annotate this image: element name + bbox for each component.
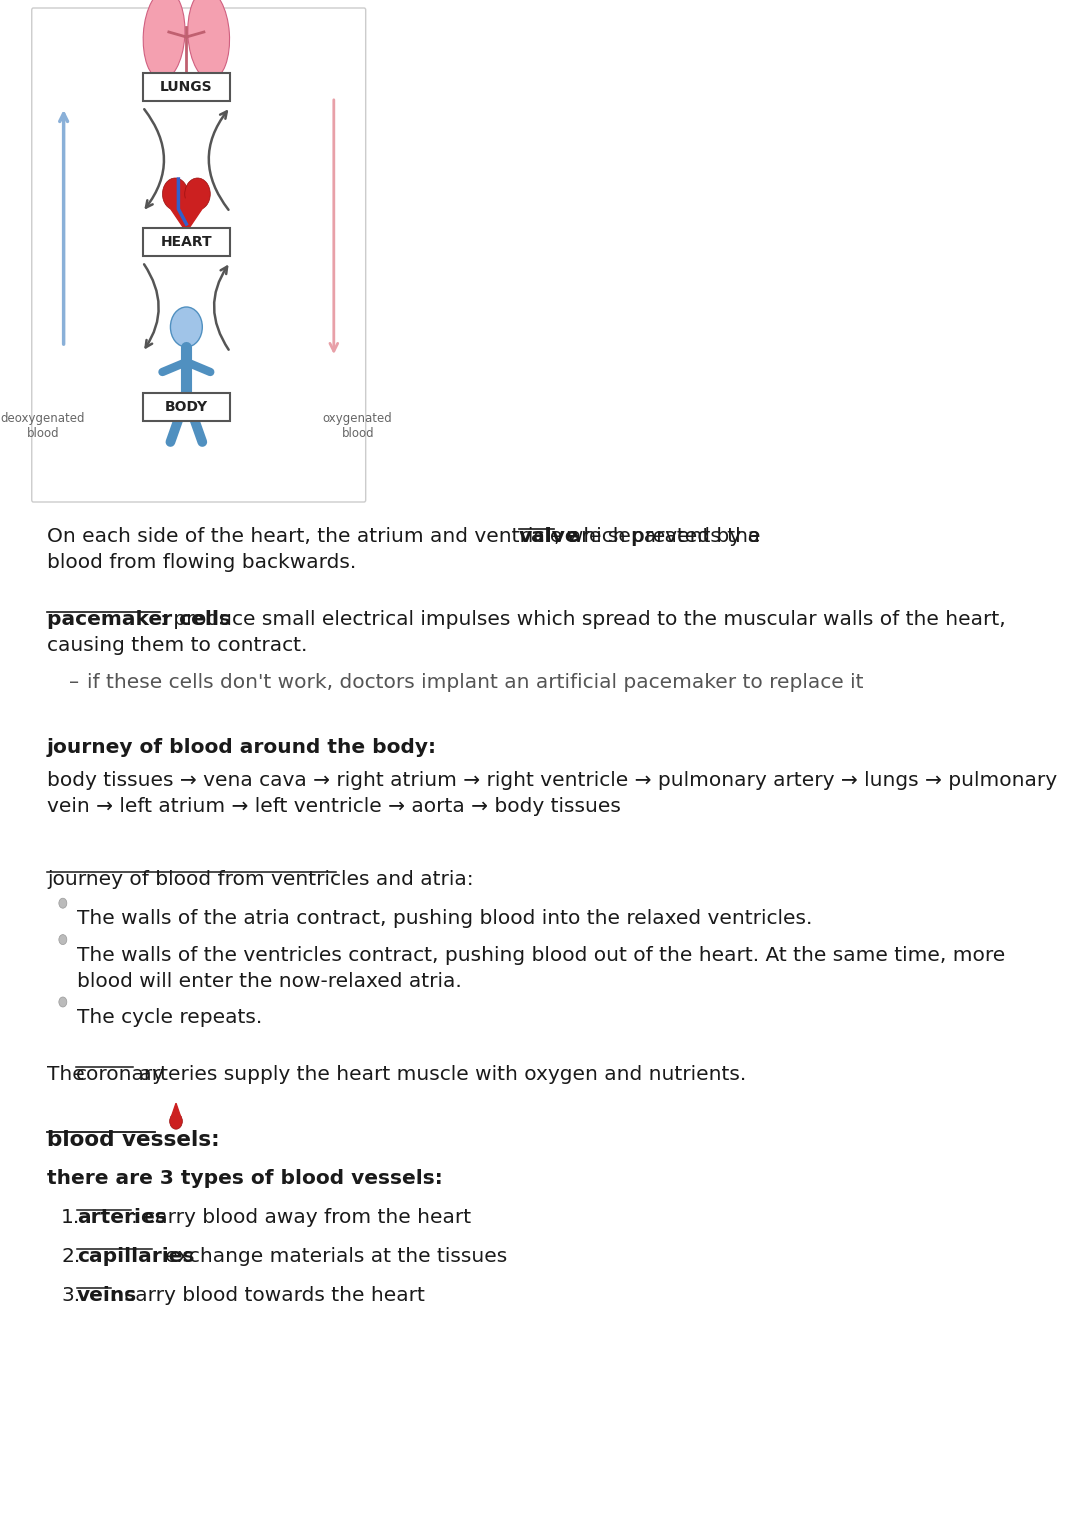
Text: The: The — [46, 1066, 91, 1084]
Text: oxygenated
blood: oxygenated blood — [323, 412, 393, 440]
Polygon shape — [172, 1102, 180, 1118]
Text: : produce small electrical impulses which spread to the muscular walls of the he: : produce small electrical impulses whic… — [160, 611, 1005, 629]
Circle shape — [58, 935, 67, 945]
Text: pacemaker cells: pacemaker cells — [46, 611, 231, 629]
FancyBboxPatch shape — [143, 228, 230, 257]
Text: 1.: 1. — [62, 1208, 81, 1228]
Text: 3.: 3. — [62, 1286, 80, 1306]
Text: journey of blood from ventricles and atria:: journey of blood from ventricles and atr… — [46, 870, 473, 889]
Text: capillaries: capillaries — [77, 1248, 194, 1266]
Text: deoxygenated
blood: deoxygenated blood — [1, 412, 85, 440]
Text: arteries: arteries — [77, 1208, 167, 1228]
Ellipse shape — [188, 0, 230, 79]
FancyBboxPatch shape — [143, 392, 230, 421]
Text: there are 3 types of blood vessels:: there are 3 types of blood vessels: — [46, 1170, 443, 1188]
Text: veins: veins — [77, 1286, 137, 1306]
Text: if these cells don't work, doctors implant an artificial pacemaker to replace it: if these cells don't work, doctors impla… — [86, 672, 863, 692]
FancyBboxPatch shape — [31, 8, 366, 502]
Text: The cycle repeats.: The cycle repeats. — [77, 1008, 262, 1028]
Text: blood vessels:: blood vessels: — [46, 1130, 219, 1150]
Circle shape — [58, 997, 67, 1006]
Circle shape — [185, 179, 211, 211]
Text: arteries supply the heart muscle with oxygen and nutrients.: arteries supply the heart muscle with ox… — [133, 1066, 746, 1084]
Text: : exchange materials at the tissues: : exchange materials at the tissues — [151, 1248, 507, 1266]
Text: journey of blood around the body:: journey of blood around the body: — [46, 738, 437, 756]
Text: LUNGS: LUNGS — [160, 79, 213, 95]
Text: valve: valve — [518, 527, 579, 547]
Text: body tissues → vena cava → right atrium → right ventricle → pulmonary artery → l: body tissues → vena cava → right atrium … — [46, 771, 1057, 791]
FancyBboxPatch shape — [143, 73, 230, 101]
Text: blood from flowing backwards.: blood from flowing backwards. — [46, 553, 356, 573]
Text: On each side of the heart, the atrium and ventricle are separated by a: On each side of the heart, the atrium an… — [46, 527, 766, 547]
Circle shape — [170, 1113, 183, 1128]
Text: HEART: HEART — [161, 235, 212, 249]
Text: , which prevents the: , which prevents the — [554, 527, 760, 547]
Text: vein → left atrium → left ventricle → aorta → body tissues: vein → left atrium → left ventricle → ao… — [46, 797, 621, 817]
Text: blood will enter the now-relaxed atria.: blood will enter the now-relaxed atria. — [77, 971, 462, 991]
Text: causing them to contract.: causing them to contract. — [46, 637, 308, 655]
Circle shape — [162, 179, 188, 211]
Text: The walls of the ventricles contract, pushing blood out of the heart. At the sam: The walls of the ventricles contract, pu… — [77, 945, 1005, 965]
Text: coronary: coronary — [76, 1066, 165, 1084]
Text: –: – — [69, 672, 79, 692]
Text: The walls of the atria contract, pushing blood into the relaxed ventricles.: The walls of the atria contract, pushing… — [77, 909, 812, 928]
Text: 2.: 2. — [62, 1248, 81, 1266]
Circle shape — [171, 307, 202, 347]
Polygon shape — [164, 199, 208, 232]
Text: BODY: BODY — [165, 400, 208, 414]
Text: : carry blood towards the heart: : carry blood towards the heart — [111, 1286, 424, 1306]
Ellipse shape — [144, 0, 185, 79]
Circle shape — [58, 898, 67, 909]
Text: : carry blood away from the heart: : carry blood away from the heart — [132, 1208, 472, 1228]
